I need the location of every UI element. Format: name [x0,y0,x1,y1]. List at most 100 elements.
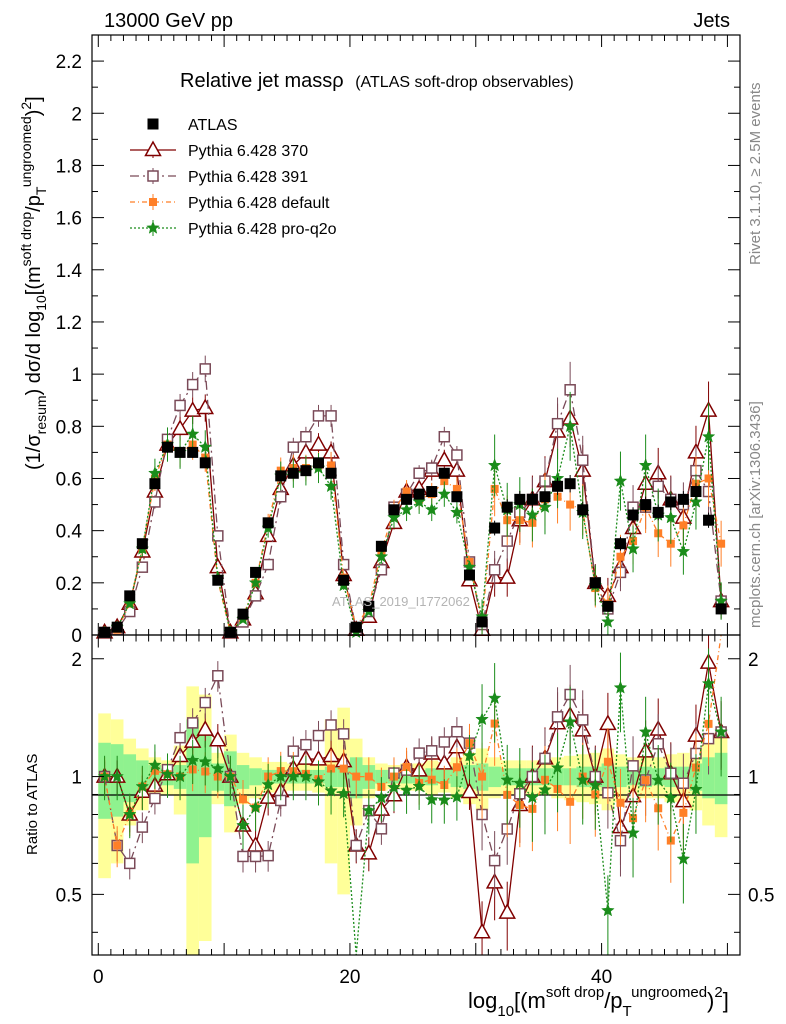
ratio-point [603,757,612,766]
data-point [149,478,161,490]
plot-title-sub: (ATLAS soft-drop observables) [355,74,573,91]
data-point [426,486,438,498]
data-point [451,491,463,503]
ratio-point [478,772,487,781]
x-tick-label: 20 [339,967,360,988]
data-point [212,574,224,586]
data-point [111,621,123,633]
ratio-point [196,720,215,736]
legend-marker [147,170,159,182]
ratio-point [588,778,603,792]
data-point [463,569,475,581]
data-point [325,467,337,479]
main-y-tick-label: 1.6 [56,209,82,230]
band-inner-bin [702,757,715,799]
data-point [564,478,576,490]
data-point [402,487,411,496]
ratio-point [337,728,350,740]
ratio-y-axis-label: Ratio to ATLAS [24,754,41,855]
data-point [174,446,186,458]
data-point [237,608,249,620]
legend-entry: Pythia 6.428 370 [130,140,308,160]
data-point [275,470,287,482]
main-y-tick-label: 0.4 [56,522,83,543]
ratio-point [123,857,136,870]
data-point [488,564,501,576]
data-point [438,467,450,479]
data-point [679,521,688,530]
data-point [312,457,324,469]
ratio-point [209,730,227,747]
legend-label: Pythia 6.428 391 [188,169,308,186]
legend-marker [147,118,159,130]
data-point [551,417,564,430]
data-point [262,517,274,529]
data-point [196,398,215,415]
data-point [614,538,626,550]
data-point [324,479,338,493]
data-point [638,458,653,472]
ratio-point [273,769,288,783]
ratio-point [148,758,162,772]
band-inner-bin [714,752,728,805]
legend-label: Pythia 6.428 default [188,195,330,212]
ratio-point [402,763,411,772]
data-point [186,378,199,391]
ratio-point [616,798,625,807]
data-point [325,410,337,422]
data-point [616,552,625,561]
data-point [665,496,677,508]
data-point [489,522,501,534]
ratio-point [475,712,489,726]
data-point [388,504,400,516]
ratio-line [103,634,722,848]
plot-title-main: Relative jet massρ [180,70,344,92]
data-point [424,502,439,516]
ratio-point [500,772,515,786]
data-point [250,566,262,578]
legend-entry: ATLAS [147,117,238,134]
ratio-point [676,851,691,865]
plot-title: Relative jet massρ (ATLAS soft-drop obse… [180,70,574,92]
data-point [413,467,425,480]
ratio-point [488,854,501,867]
ratio-point [627,760,639,772]
data-point [451,449,463,461]
main-y-tick-label: 0.2 [56,574,82,595]
data-point [136,538,148,550]
data-point [452,484,461,493]
data-point [198,440,213,453]
ratio-point [412,779,426,793]
data-point [171,419,189,436]
ratio-point [498,903,516,919]
ratio-point [451,725,463,738]
ratio-y-tick-label-right: 2 [748,650,759,671]
legend-label: Pythia 6.428 pro-q2o [188,221,337,238]
ratio-point [601,903,615,917]
data-point [440,477,449,486]
ratio-point [599,714,617,731]
data-point [715,603,727,615]
series-line [104,367,722,634]
ratio-point [550,760,565,774]
ratio-point [312,729,325,742]
data-point [476,616,488,628]
main-y-tick-label: 2.2 [56,52,82,73]
ratio-point [689,782,703,796]
ratio-point [350,839,362,852]
band-inner-bin [488,766,501,788]
ratio-point [262,849,274,862]
data-point [327,461,336,470]
ratio-point [626,825,640,839]
ratio-point [136,821,149,833]
tick-labels: 0 20 40 0 0.2 0.4 0.6 0.8 1 1.2 1.4 1.6 1.8 2 2.2 0.5 0.… [56,52,775,988]
band-inner-bin [249,768,262,786]
legend-marker [146,220,160,234]
ratio-point [199,696,211,709]
data-point [425,462,438,474]
ratio-point [452,763,461,772]
data-point [566,500,575,509]
ratio-point [460,782,479,799]
data-point [287,467,299,479]
